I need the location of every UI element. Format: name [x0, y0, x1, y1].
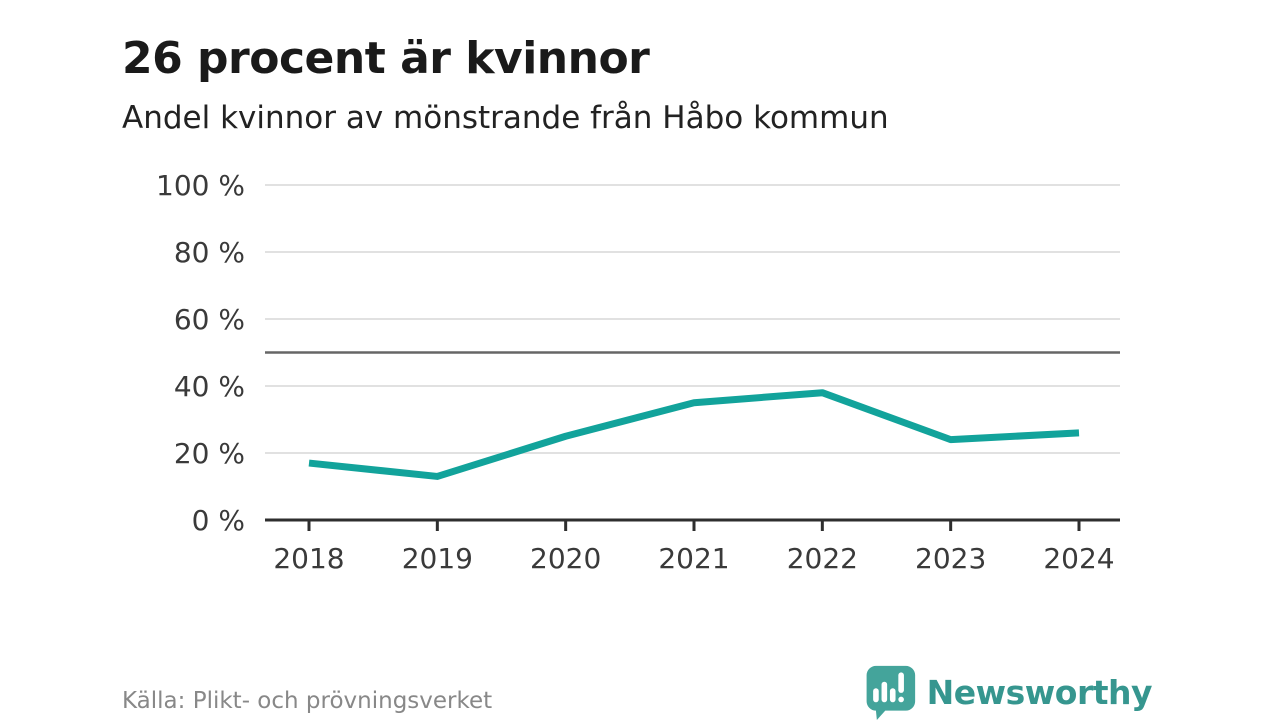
y-axis-tick-label: 40 %	[174, 370, 245, 403]
line-chart: 0 % 20 % 40 % 60 % 80 % 100 % 2018 2019 2020 2021…	[156, 169, 1120, 575]
chart-title: 26 procent är kvinnor	[122, 33, 650, 85]
y-axis-tick-label: 80 %	[174, 236, 245, 269]
y-axis-tick-label: 20 %	[174, 437, 245, 470]
y-axis-tick-label: 0 %	[192, 504, 245, 537]
x-axis-tick-label: 2024	[1043, 542, 1114, 575]
x-axis-tick-label: 2022	[787, 542, 858, 575]
x-axis-tick-label: 2019	[402, 542, 473, 575]
x-axis-tick-label: 2020	[530, 542, 601, 575]
source-caption: Källa: Plikt- och prövningsverket	[122, 688, 493, 714]
newsworthy-logo: Newsworthy	[861, 664, 1153, 720]
y-axis-tick-label: 100 %	[156, 169, 245, 202]
data-line-andel-kvinnor	[308, 389, 1080, 480]
x-axis-tick-label: 2021	[658, 542, 729, 575]
newsworthy-bubble-chart-icon	[861, 664, 917, 720]
y-axis-tick-label: 60 %	[174, 303, 245, 336]
x-axis-tick-label: 2023	[915, 542, 986, 575]
x-axis-tick-label: 2018	[273, 542, 344, 575]
chart-subtitle: Andel kvinnor av mönstrande från Håbo ko…	[122, 100, 889, 136]
newsworthy-wordmark: Newsworthy	[926, 672, 1153, 712]
